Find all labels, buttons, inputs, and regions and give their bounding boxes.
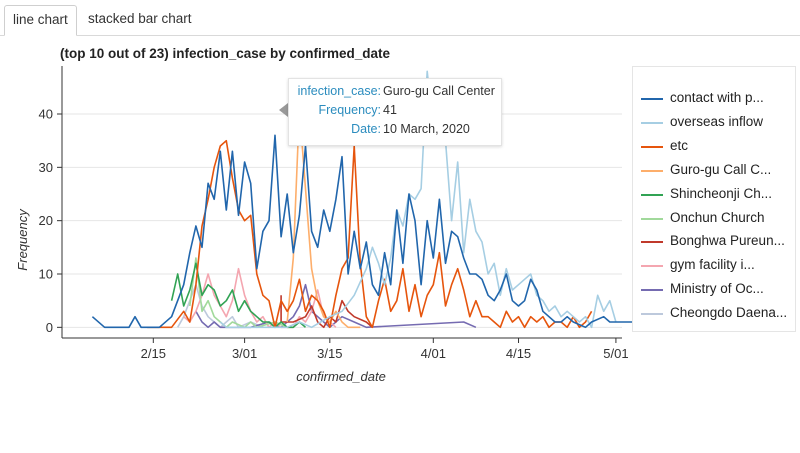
hover-tooltip: infection_case: Guro-gu Call Center Freq…: [288, 78, 502, 146]
legend-swatch: [641, 313, 663, 316]
legend-item[interactable]: Bonghwa Pureun...: [641, 232, 791, 252]
x-axis-label: confirmed_date: [296, 369, 386, 384]
x-tick-label: 3/01: [232, 346, 257, 361]
legend-swatch: [641, 265, 663, 268]
legend-swatch: [641, 169, 663, 172]
x-tick-label: 4/15: [506, 346, 531, 361]
legend-item[interactable]: Cheongdo Daena...: [641, 304, 791, 324]
legend-swatch: [641, 289, 663, 292]
tooltip-row-frequency: Frequency: 41: [289, 103, 503, 121]
legend-swatch: [641, 98, 663, 100]
x-tick-label: 5/01: [603, 346, 628, 361]
line-chart: (top 10 out of 23) infection_case by con…: [15, 46, 647, 384]
legend-label: Cheongdo Daena...: [670, 305, 788, 321]
axes: 0 10 20 30 40 2/15 3/01 3/15 4/01 4/15 5/01: [39, 66, 629, 361]
legend-item[interactable]: overseas inflow: [641, 113, 791, 133]
tooltip-row-case: infection_case: Guro-gu Call Center: [289, 84, 503, 102]
legend-swatch: [641, 145, 663, 148]
y-tick-label: 10: [39, 267, 53, 282]
tooltip-pointer: [279, 103, 288, 117]
legend-label: Onchun Church: [670, 209, 765, 225]
legend-label: Ministry of Oc...: [670, 281, 764, 297]
tooltip-row-date: Date: 10 March, 2020: [289, 122, 503, 140]
legend-label: Bonghwa Pureun...: [670, 233, 785, 249]
tooltip-key: Date:: [351, 122, 381, 136]
legend-label: Guro-gu Call C...: [670, 161, 772, 177]
legend-label: overseas inflow: [670, 113, 764, 129]
y-tick-label: 30: [39, 160, 53, 175]
legend-swatch: [641, 121, 663, 124]
x-tick-label: 4/01: [421, 346, 446, 361]
legend-item[interactable]: etc: [641, 137, 791, 157]
y-tick-label: 20: [39, 213, 53, 228]
tooltip-value: 41: [383, 103, 397, 117]
y-axis-label: Frequency: [15, 208, 30, 271]
series-line-8[interactable]: [183, 267, 337, 329]
legend-label: gym facility i...: [670, 257, 755, 273]
legend-item[interactable]: Guro-gu Call C...: [641, 161, 791, 181]
legend-label: contact with p...: [670, 90, 764, 105]
tooltip-key: Frequency:: [318, 103, 381, 117]
legend-item[interactable]: Ministry of Oc...: [641, 280, 791, 300]
legend-item[interactable]: contact with p...: [641, 89, 791, 109]
x-tick-label: 2/15: [141, 346, 166, 361]
x-tick-label: 3/15: [317, 346, 342, 361]
tab-stacked-bar-chart[interactable]: stacked bar chart: [88, 11, 192, 26]
series-line-2[interactable]: [219, 70, 617, 329]
series-line-3[interactable]: [147, 139, 593, 329]
legend-swatch: [641, 217, 663, 220]
legend-item[interactable]: gym facility i...: [641, 256, 791, 276]
legend-swatch: [641, 193, 663, 196]
legend-label: Shincheonji Ch...: [670, 185, 773, 201]
y-tick-label: 40: [39, 107, 53, 122]
series-line-7[interactable]: [280, 295, 373, 329]
chart-title: (top 10 out of 23) infection_case by con…: [60, 46, 391, 61]
tab-bar: line chart stacked bar chart: [0, 0, 800, 36]
series-line-1[interactable]: [91, 134, 647, 329]
tab-line-chart[interactable]: line chart: [4, 5, 77, 36]
legend-swatch: [641, 241, 663, 244]
y-tick-label: 0: [46, 320, 53, 335]
legend-item[interactable]: Shincheonji Ch...: [641, 185, 791, 205]
chart-legend: contact with p... overseas inflow etc Guro-…: [632, 66, 796, 332]
tooltip-value: Guro-gu Call Center: [383, 84, 495, 98]
legend-item[interactable]: Onchun Church: [641, 209, 791, 229]
series-lines: [91, 70, 647, 329]
tooltip-value: 10 March, 2020: [383, 122, 470, 136]
series-line-5[interactable]: [170, 262, 307, 329]
tooltip-key: infection_case:: [297, 84, 381, 98]
legend-label: etc: [670, 137, 689, 153]
